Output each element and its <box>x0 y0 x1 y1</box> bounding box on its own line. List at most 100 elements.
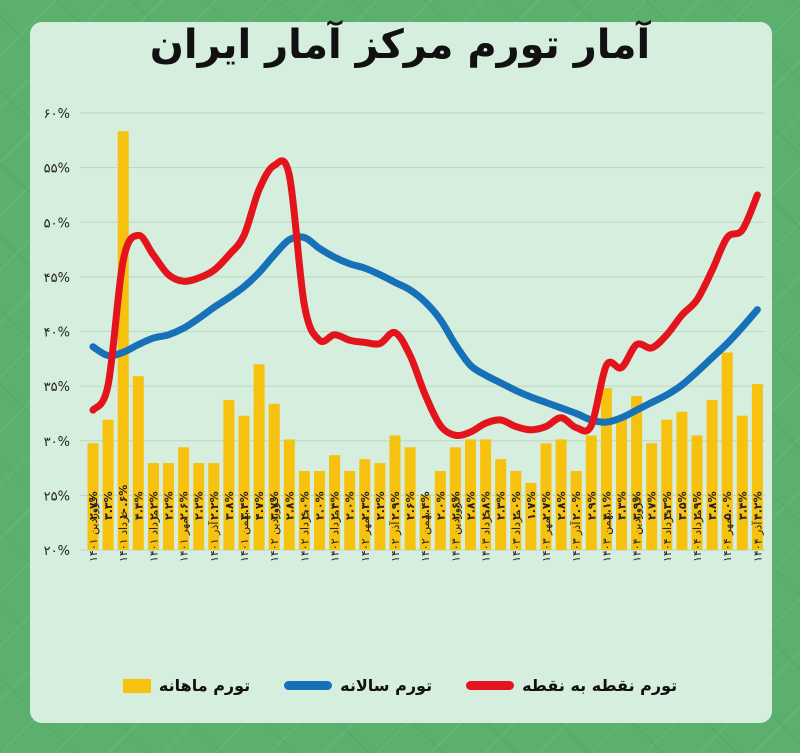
bar-value-label: ۲.۰% <box>314 491 327 520</box>
bar-value-label: ۲.۲% <box>193 491 206 520</box>
x-tick-label: مرداد ۱۴۰۲ <box>329 510 342 562</box>
bar-value-label: ۴.۷% <box>253 491 266 520</box>
bar-value-label: ۱.۴% <box>419 491 432 520</box>
bar-value-label: ۳.۹% <box>631 491 644 520</box>
monthly-bar <box>178 447 190 550</box>
monthly-bar <box>721 352 733 550</box>
monthly-bar <box>510 471 522 550</box>
monthly-bar <box>298 471 310 550</box>
monthly-bar <box>359 459 371 550</box>
monthly-bar <box>631 395 643 550</box>
bar-value-label: ۳.۸% <box>223 491 236 520</box>
x-tick-label: مهر ۱۴۰۴ <box>721 518 734 562</box>
monthly-bar <box>223 399 235 550</box>
y-tick-label: ۴۵% <box>44 271 70 286</box>
monthly-bar <box>616 419 627 550</box>
legend-item-point-to-point: تورم نقطه به نقطه <box>466 676 677 695</box>
monthly-bar <box>87 443 99 550</box>
x-tick-label: خرداد ۱۴۰۱ <box>117 509 130 562</box>
bar-value-label: ۲.۸% <box>480 491 493 520</box>
monthly-bar <box>585 435 597 550</box>
monthly-bar <box>555 439 567 550</box>
chart-title: آمار تورم مرکز آمار ایران <box>149 22 651 68</box>
red-line-swatch-icon <box>466 681 515 690</box>
x-tick-label: بهمن ۱۴۰۲ <box>419 512 432 562</box>
bar-value-label: ۲.۰% <box>434 491 447 520</box>
monthly-bar <box>374 463 386 550</box>
x-tick-label: فروردین ۱۴۰۴ <box>631 497 644 562</box>
monthly-bars <box>87 131 763 551</box>
monthly-bar <box>540 443 552 550</box>
monthly-bar <box>132 376 144 550</box>
x-tick-label: آذر ۱۴۰۱ <box>207 521 221 562</box>
point-to-point-inflation-line <box>89 157 761 440</box>
bar-value-label: ۲.۸% <box>555 491 568 520</box>
annual-inflation-line <box>89 233 761 426</box>
blue-line-swatch-icon <box>284 681 333 690</box>
bar-value-label: ۳.۸% <box>706 491 719 520</box>
bar-value-label: ۳.۴% <box>736 491 749 520</box>
bar-value-label: ۴.۴% <box>132 491 145 520</box>
x-tick-label: فروردین ۱۴۰۱ <box>87 497 100 562</box>
monthly-bar <box>208 463 220 550</box>
legend-item-monthly: تورم ماهانه <box>122 676 251 695</box>
y-tick-label: ۳۰% <box>44 435 70 450</box>
monthly-bar <box>117 131 129 551</box>
legend-label: تورم ماهانه <box>158 676 251 695</box>
y-tick-label: ۵۵% <box>44 162 70 177</box>
x-tick-label: مرداد ۱۴۰۳ <box>510 510 523 562</box>
monthly-bar <box>661 419 673 550</box>
x-tick-label: مهر ۱۴۰۲ <box>359 518 372 562</box>
monthly-bar <box>419 494 431 550</box>
bar-value-label: ۲.۹% <box>691 491 704 520</box>
monthly-bar <box>253 364 265 550</box>
monthly-bar <box>706 399 718 550</box>
x-tick-label: مرداد ۱۴۰۱ <box>147 510 160 562</box>
monthly-bar <box>283 439 295 550</box>
x-tick-label: فروردین ۱۴۰۲ <box>268 497 281 562</box>
monthly-bar <box>238 415 250 550</box>
monthly-bar <box>344 471 356 550</box>
x-tick-label: خرداد ۱۴۰۴ <box>661 509 674 562</box>
bar-value-label: ۳.۳% <box>616 491 629 520</box>
monthly-bar <box>314 471 325 550</box>
bar-value-label: ۳.۳% <box>661 491 674 520</box>
y-tick-label: ۳۵% <box>44 380 70 395</box>
monthly-bar <box>480 439 492 550</box>
bar-value-label: ۳.۳% <box>102 491 115 520</box>
bar-value-label: ۱.۷% <box>525 491 538 520</box>
bar-value-label: ۲.۲% <box>374 491 387 520</box>
bar-value-label: ۵.۰% <box>721 491 734 520</box>
monthly-bar <box>646 443 658 550</box>
x-tick-label: بهمن ۱۴۰۳ <box>600 512 613 562</box>
bar-value-label: ۲.۶% <box>178 491 191 520</box>
bar-value-label: ۲.۰% <box>298 491 311 520</box>
monthly-bar <box>404 447 416 550</box>
bar-value-label: ۲.۷% <box>87 491 100 520</box>
monthly-bar <box>736 415 748 550</box>
bar-value-label: ۳.۷% <box>268 491 281 520</box>
bar-value-label: ۲.۴% <box>329 491 342 520</box>
legend-label: تورم نقطه به نقطه <box>522 676 678 695</box>
bar-value-label: ۳.۴% <box>238 491 251 520</box>
legend: تورم نقطه به نقطه تورم سالانه تورم ماهان… <box>0 676 800 695</box>
bar-value-label: ۲.۶% <box>404 491 417 520</box>
yellow-bar-swatch-icon <box>122 678 151 693</box>
x-tick-label: مهر ۱۴۰۳ <box>540 518 553 562</box>
y-axis: ۲۰% ۲۵% ۳۰% ۳۵% ۴۰% ۴۵% ۵۰% ۵۵% ۶۰% <box>44 107 70 559</box>
x-axis: فروردین ۱۴۰۱ خرداد ۱۴۰۱ مرداد ۱۴۰۱ مهر ۱۴۰۱… <box>87 497 764 562</box>
bar-value-label: ۴.۱% <box>600 491 613 520</box>
bar-value-label: ۲.۲% <box>163 491 176 520</box>
bar-value-label: ۲.۲% <box>147 491 160 520</box>
x-tick-label: خرداد ۱۴۰۳ <box>480 509 493 562</box>
x-tick-label: بهمن ۱۴۰۱ <box>238 512 251 562</box>
monthly-bar <box>676 411 688 550</box>
bar-value-label: ۲.۷% <box>646 491 659 520</box>
y-tick-label: ۶۰% <box>44 107 70 122</box>
x-tick-label: مرداد ۱۴۰۴ <box>691 510 704 562</box>
bar-value-label: ۲.۰% <box>344 491 357 520</box>
bar-value-label: ۲.۸% <box>465 491 478 520</box>
monthly-bar <box>449 447 461 550</box>
monthly-bar <box>600 388 612 550</box>
